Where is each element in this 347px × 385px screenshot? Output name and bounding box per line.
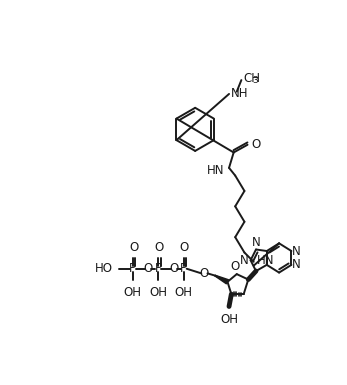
Text: O: O [144,262,153,275]
Text: O: O [180,241,189,254]
Text: P: P [155,262,162,275]
Text: N: N [292,258,301,271]
Text: CH: CH [243,72,260,85]
Text: OH: OH [175,286,193,299]
Text: HN: HN [207,164,225,177]
Text: P: P [129,262,136,275]
Text: OH: OH [220,313,238,326]
Text: HO: HO [95,262,113,275]
Text: NH: NH [231,87,249,100]
Text: O: O [200,267,209,280]
Polygon shape [215,275,229,284]
Text: 3: 3 [252,76,258,85]
Text: N: N [240,254,249,267]
Text: O: O [129,241,138,254]
Text: O: O [154,241,163,254]
Text: HN: HN [257,254,274,267]
Text: N: N [292,244,301,258]
Text: OH: OH [149,286,167,299]
Text: O: O [251,138,261,151]
Text: N: N [252,236,260,249]
Text: OH: OH [124,286,142,299]
Text: P: P [180,262,187,275]
Text: O: O [169,262,178,275]
Text: O: O [230,260,240,273]
